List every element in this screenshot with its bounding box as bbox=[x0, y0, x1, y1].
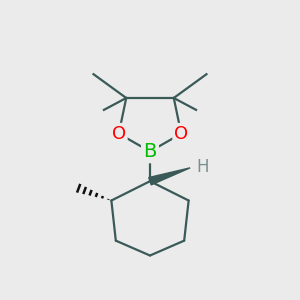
Text: O: O bbox=[174, 125, 188, 143]
Polygon shape bbox=[149, 168, 190, 185]
Text: H: H bbox=[197, 158, 209, 175]
Text: O: O bbox=[112, 125, 126, 143]
Text: B: B bbox=[143, 142, 157, 161]
